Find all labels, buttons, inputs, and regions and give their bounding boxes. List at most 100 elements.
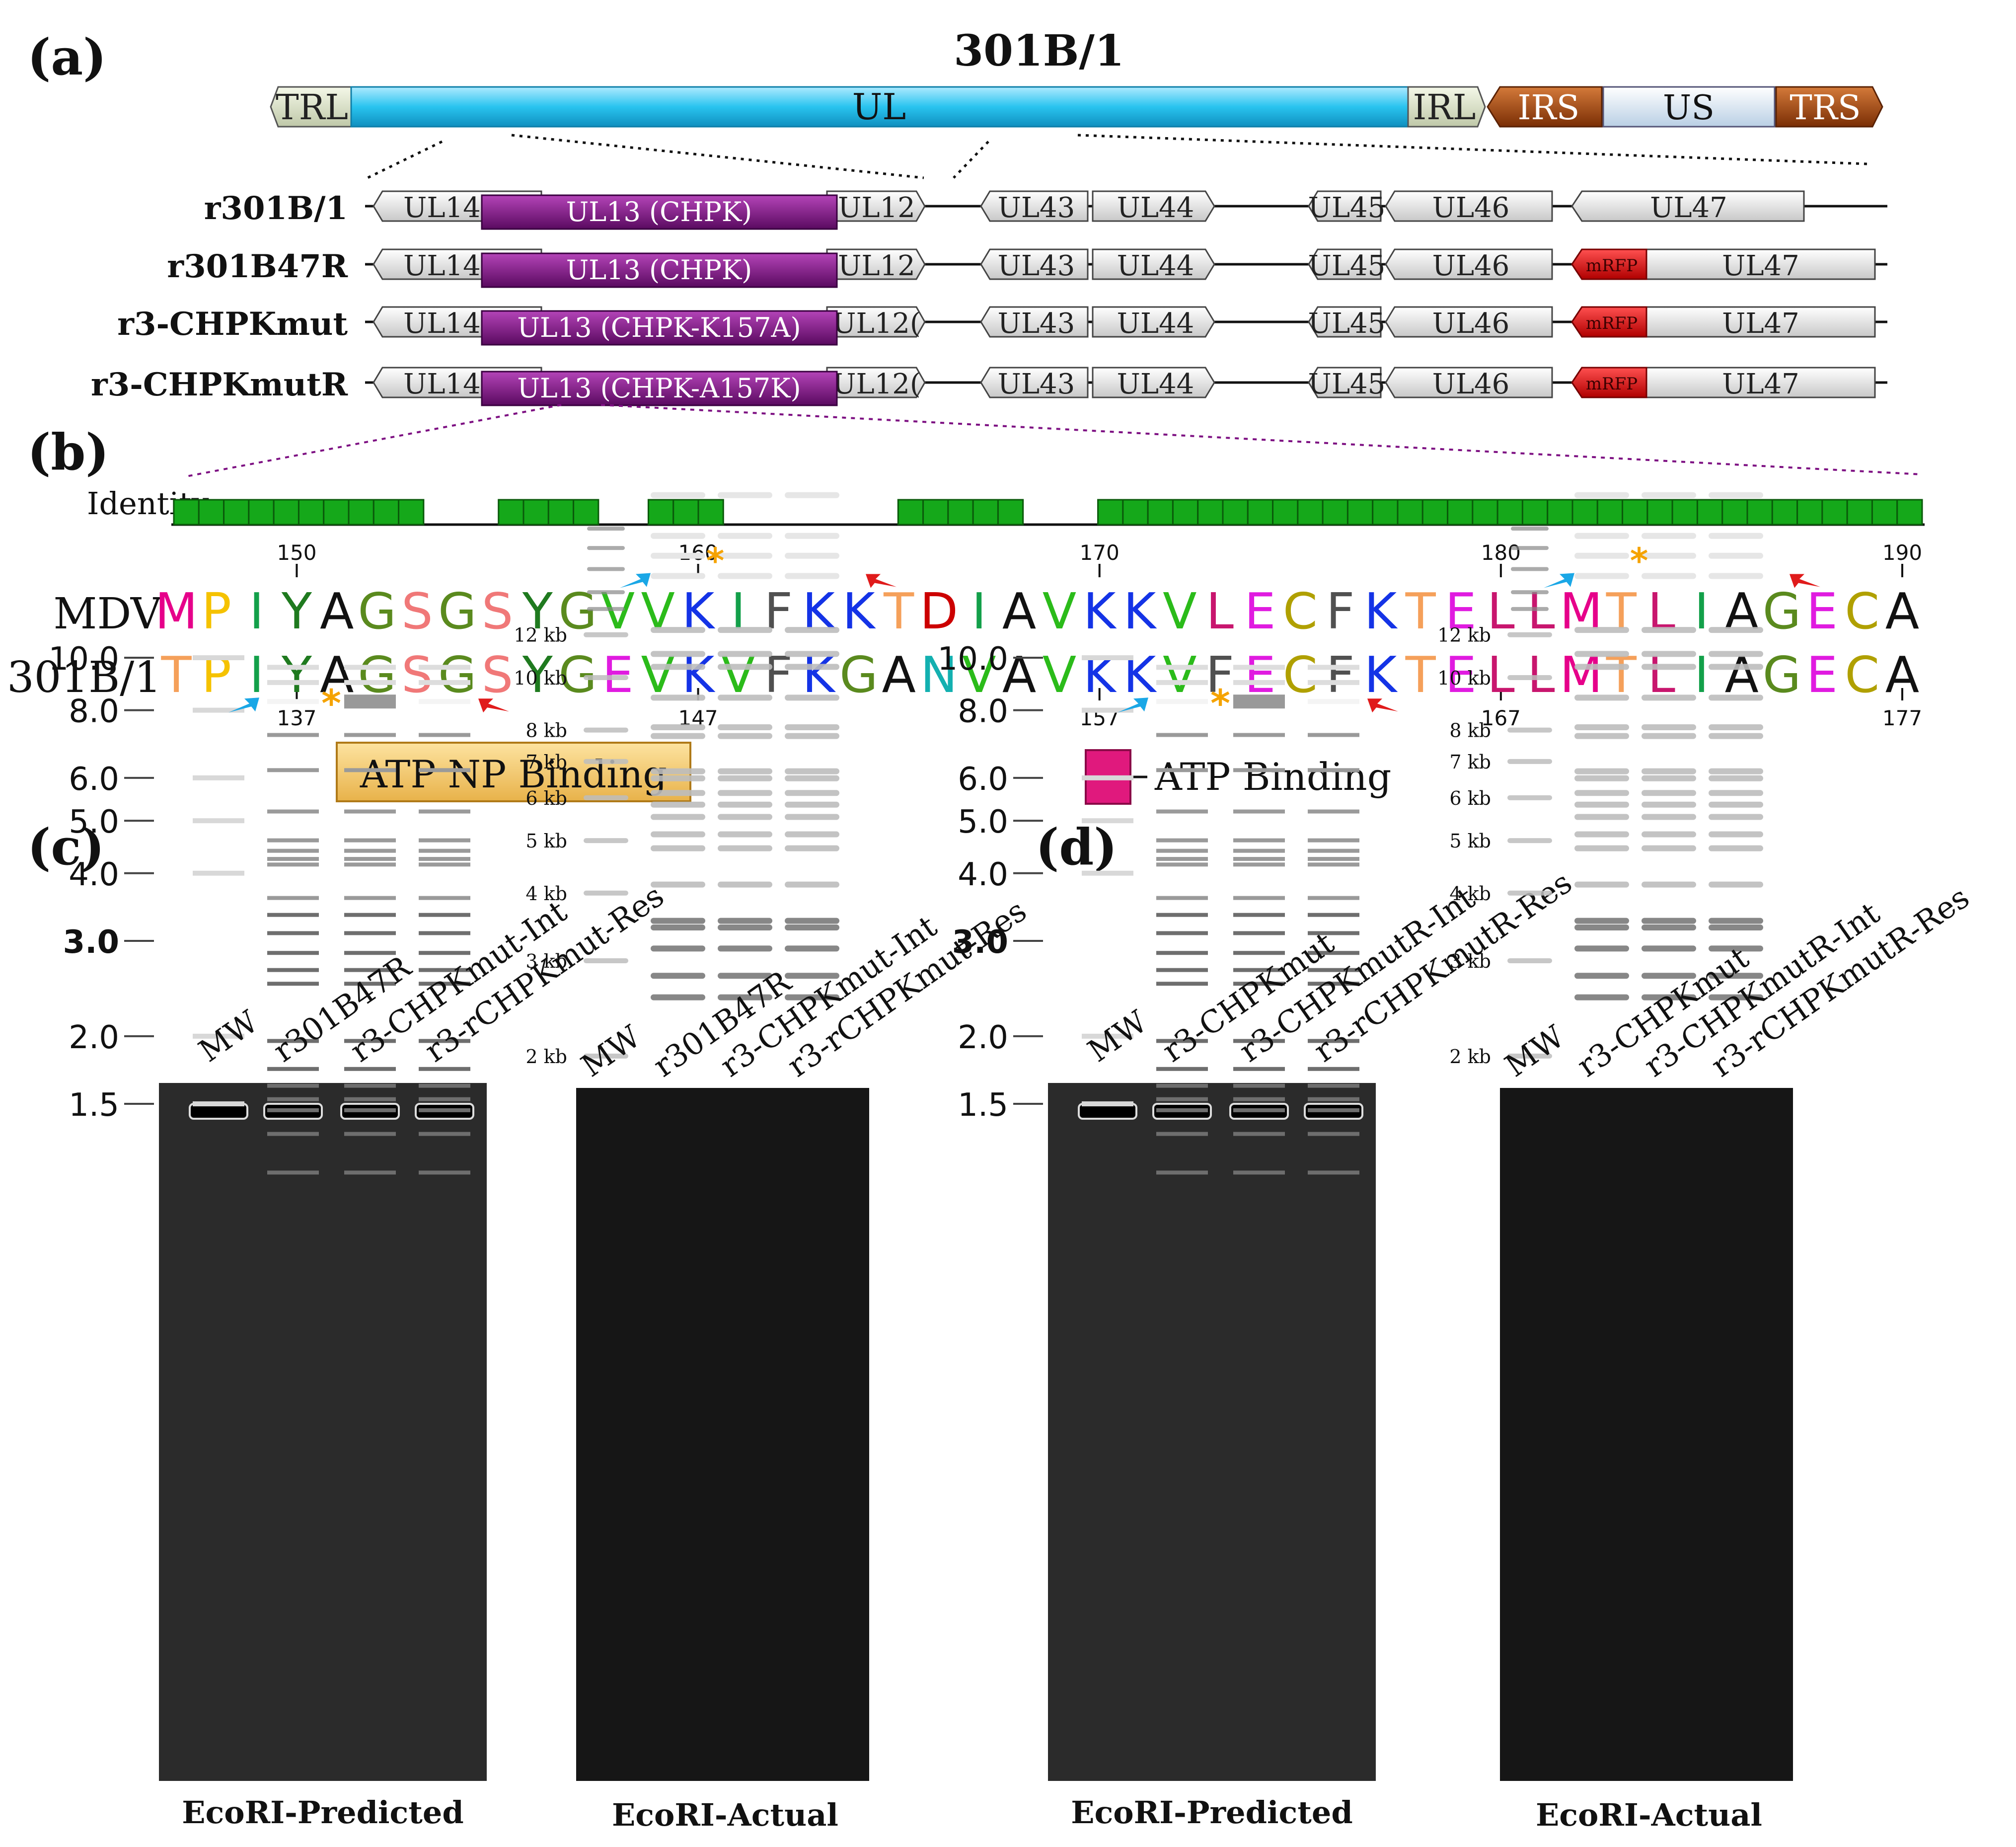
- sample-band: [419, 862, 470, 867]
- sample-band: [1233, 1132, 1285, 1136]
- sample-band: [419, 809, 470, 814]
- sample-band: [785, 768, 839, 774]
- sample-band: [785, 918, 839, 924]
- ul44-gene: [1092, 367, 1215, 398]
- sample-band: [267, 680, 319, 685]
- identity-block: [1696, 499, 1723, 526]
- ul44-gene: [1092, 248, 1215, 280]
- bottom-tick-label: 177: [1882, 706, 1922, 730]
- sample-band: [1233, 1108, 1285, 1112]
- marker-band: [584, 759, 628, 764]
- sample-band: [1709, 573, 1763, 579]
- sample-band: [1709, 845, 1763, 851]
- lane-label: MW: [1498, 1018, 1571, 1084]
- marker-label: 2 kb: [525, 1046, 567, 1068]
- residue: S: [401, 582, 433, 640]
- sample-band: [1574, 994, 1629, 1000]
- identity-block: [922, 499, 949, 526]
- sample-band: [1709, 924, 1763, 930]
- bottom-tick-label: 137: [277, 706, 316, 730]
- identity-block: [1746, 499, 1773, 526]
- sample-band: [718, 790, 772, 796]
- identity-block: [1671, 499, 1698, 526]
- sample-band: [718, 724, 772, 730]
- sample-band: [1156, 838, 1208, 843]
- sample-band: [419, 896, 470, 900]
- us-label: US: [1663, 88, 1715, 128]
- identity-block: [1097, 499, 1124, 526]
- marker-label: 8 kb: [525, 720, 567, 742]
- ul13-gene: [481, 252, 838, 288]
- identity-block: [1147, 499, 1174, 526]
- residue: K: [1123, 582, 1157, 640]
- sample-band: [344, 768, 396, 772]
- sample-band: [1308, 982, 1359, 986]
- sample-band: [344, 1039, 396, 1043]
- sample-band: [1308, 931, 1359, 935]
- zoom-lines-a: [367, 134, 1868, 179]
- sample-band: [1642, 664, 1696, 670]
- sample-band: [785, 790, 839, 796]
- sample-band: [651, 881, 705, 888]
- sample-band: [1574, 492, 1629, 498]
- sample-band: [1642, 945, 1696, 952]
- ul45-label: UL45: [1308, 308, 1386, 340]
- sample-band: [1156, 968, 1208, 972]
- identity-block: [223, 499, 250, 526]
- sample-band: [1233, 1170, 1285, 1175]
- identity-block: [323, 499, 350, 526]
- ul14-label: UL14: [403, 368, 481, 400]
- sample-band: [1709, 945, 1763, 952]
- sample-band: [1709, 831, 1763, 838]
- residue: M: [155, 582, 198, 640]
- sample-band: [1709, 768, 1763, 774]
- mrfp-label: mRFP: [1586, 313, 1638, 333]
- ul-segment: [350, 86, 1409, 128]
- sample-band: [651, 664, 705, 670]
- sample-band: [419, 699, 470, 704]
- identity-block: [1272, 499, 1299, 526]
- sample-band: [1709, 918, 1763, 924]
- sample-band: [718, 814, 772, 820]
- identity-block: [1771, 499, 1798, 526]
- marker-label: 12 kb: [1437, 624, 1491, 646]
- ul14-label: UL14: [403, 308, 481, 340]
- marker-label: 5 kb: [525, 830, 567, 852]
- residue: V: [1043, 582, 1076, 640]
- sample-band: [1709, 994, 1763, 1000]
- sample-band: [1308, 1039, 1359, 1043]
- sample-band: [785, 533, 839, 539]
- residue: I: [249, 582, 264, 640]
- sample-band: [1308, 913, 1359, 917]
- sample-band: [1156, 951, 1208, 955]
- ul14-label: UL14: [403, 192, 481, 224]
- identity-block: [248, 499, 275, 526]
- genome-title: 301B/1: [954, 26, 1124, 76]
- sample-band: [267, 768, 319, 772]
- marker-band: [587, 607, 625, 611]
- sample-band: [1574, 651, 1629, 657]
- sample-band: [785, 814, 839, 820]
- sample-band: [651, 845, 705, 851]
- sample-band: [1574, 694, 1629, 701]
- residue: E: [1806, 582, 1838, 640]
- identity-block: [1871, 499, 1898, 526]
- residue: A: [1885, 582, 1919, 640]
- sample-band: [1308, 862, 1359, 867]
- identity-block: [1547, 499, 1573, 526]
- marker-label: 10.0: [49, 641, 120, 678]
- marker-band: [1507, 759, 1552, 764]
- residue: I: [249, 646, 264, 704]
- sample-band: [718, 994, 772, 1000]
- sample-band: [1156, 857, 1208, 861]
- residue: K: [1083, 646, 1117, 704]
- identity-block: [1821, 499, 1848, 526]
- ul45-label: UL45: [1308, 192, 1386, 224]
- red-arrow-icon: [1367, 698, 1398, 713]
- sample-band: [1233, 951, 1285, 955]
- sample-band: [1233, 848, 1285, 853]
- ul45-gene: [1308, 248, 1382, 280]
- residue: A: [1885, 646, 1919, 704]
- identity-block: [1122, 499, 1149, 526]
- sample-band: [1574, 790, 1629, 796]
